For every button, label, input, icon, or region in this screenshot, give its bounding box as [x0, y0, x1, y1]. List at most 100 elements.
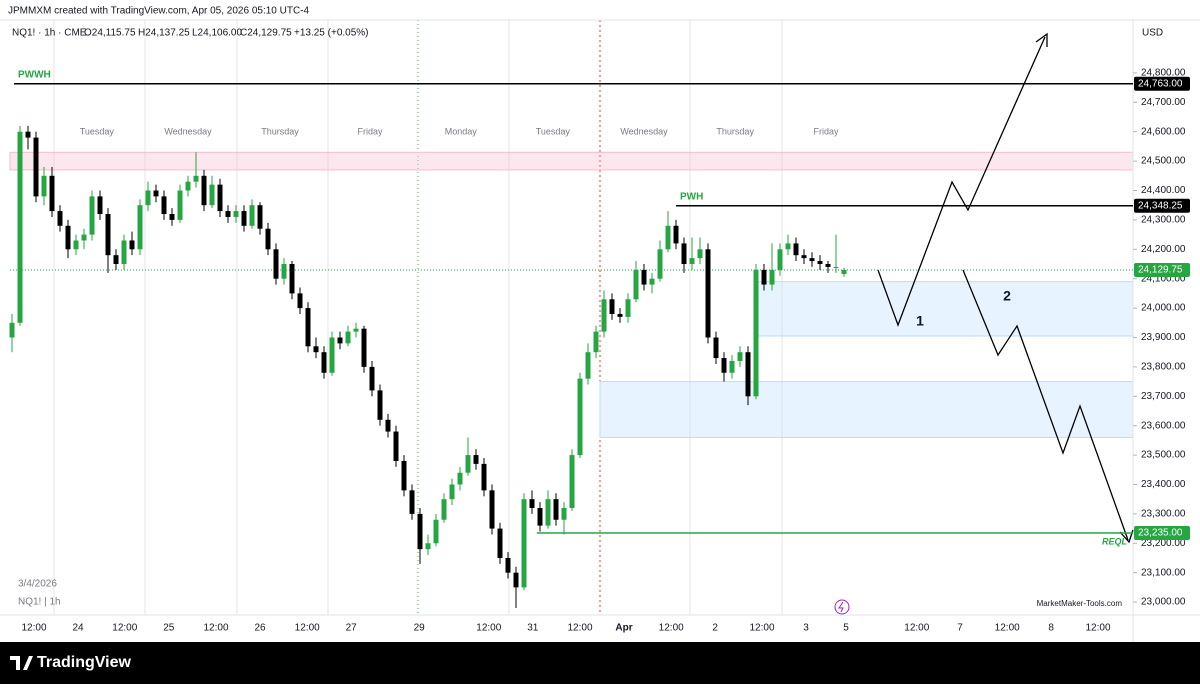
y-tick-label: 23,900.00	[1141, 332, 1186, 343]
x-tick-label: 12:00	[112, 623, 137, 634]
candle-body	[833, 266, 839, 268]
candle-body	[249, 205, 255, 226]
candle-body	[745, 352, 751, 397]
candle-body	[697, 249, 703, 259]
candle-body	[809, 258, 815, 262]
candle-body	[737, 352, 743, 362]
candle-body	[769, 269, 775, 285]
candle-body	[225, 211, 231, 217]
date-note: 3/4/2026	[18, 579, 57, 590]
candle-body	[241, 211, 247, 226]
y-tick-label: 24,700.00	[1141, 97, 1186, 108]
candle-body	[257, 205, 263, 229]
day-label: Thursday	[261, 126, 299, 136]
candle-body	[57, 211, 63, 226]
candle-body	[385, 419, 391, 432]
candle-body	[177, 190, 183, 220]
candle-body	[601, 299, 607, 332]
candle-body	[577, 378, 583, 456]
arrow-head	[1119, 529, 1134, 544]
candle-body	[169, 214, 175, 220]
price-badge-label: 24,129.75	[1138, 265, 1183, 276]
y-tick-label: 24,100.00	[1141, 273, 1186, 284]
y-tick-label: 24,000.00	[1141, 303, 1186, 314]
legend-change: +13.25 (+0.05%)	[294, 28, 369, 39]
y-tick-label: 24,800.00	[1141, 68, 1186, 79]
y-tick-label: 23,200.00	[1141, 538, 1186, 549]
candle-body	[505, 557, 511, 573]
symbol: NQ1! · 1h · CME	[12, 28, 87, 39]
candle-body	[649, 278, 655, 285]
watermark: MarketMaker-Tools.com	[1037, 599, 1123, 608]
y-tick-label: 23,300.00	[1141, 509, 1186, 520]
candle-body	[801, 255, 807, 259]
candle-body	[401, 460, 407, 491]
interval-note: NQ1! | 1h	[18, 597, 61, 608]
y-tick-label: 23,700.00	[1141, 391, 1186, 402]
day-label: Wednesday	[164, 126, 212, 136]
price-badge-label: 24,348.25	[1138, 200, 1183, 211]
candle-body	[777, 249, 783, 270]
candle-body	[209, 184, 215, 206]
y-tick-label: 24,500.00	[1141, 156, 1186, 167]
x-tick-label: 12:00	[295, 623, 320, 634]
level-label: PWWH	[18, 69, 51, 80]
candle-body	[657, 249, 663, 279]
candle-body	[689, 258, 695, 264]
candle-body	[705, 249, 711, 338]
x-tick-label: 12:00	[995, 623, 1020, 634]
candle-body	[41, 175, 47, 197]
x-tick-label: 12:00	[659, 623, 684, 634]
x-tick-label: 31	[527, 623, 539, 634]
x-tick-label: 7	[957, 623, 963, 634]
candle-body	[633, 269, 639, 300]
annotation: 1	[916, 313, 924, 329]
candle-body	[193, 175, 199, 182]
candle-body	[297, 293, 303, 309]
legend-close: C24,129.75	[240, 28, 292, 39]
candle-body	[793, 243, 799, 256]
candle-body	[73, 240, 79, 250]
candle-body	[457, 472, 463, 485]
x-tick-label: 2	[712, 623, 718, 634]
candle-body	[817, 261, 823, 264]
candle-body	[161, 196, 167, 215]
candle-body	[569, 455, 575, 508]
candle-body	[121, 240, 127, 264]
credit: JPMMXM created with TradingView.com, Apr…	[8, 6, 310, 17]
x-tick-label: 12:00	[749, 623, 774, 634]
candle-body	[841, 269, 847, 275]
zone	[599, 381, 1134, 438]
event-icon[interactable]	[834, 599, 850, 615]
candle-body	[201, 175, 207, 206]
arrow-head	[1035, 32, 1048, 47]
candle-body	[281, 263, 287, 279]
x-tick-label: 12:00	[476, 623, 501, 634]
y-tick-label: 23,500.00	[1141, 450, 1186, 461]
y-tick-label: 23,800.00	[1141, 362, 1186, 373]
candle-body	[721, 358, 727, 373]
candle-body	[305, 308, 311, 347]
day-label: Tuesday	[536, 126, 571, 136]
path-1	[877, 36, 1046, 327]
x-tick-label: 3	[803, 623, 809, 634]
candle-body	[97, 196, 103, 215]
price-badge	[1134, 262, 1190, 277]
candle-body	[145, 190, 151, 206]
candle-body	[561, 507, 567, 520]
price-badge-label: 24,763.00	[1138, 78, 1183, 89]
candle-body	[185, 181, 191, 191]
x-tick-label: 5	[843, 623, 849, 634]
candle-body	[497, 528, 503, 558]
candle-body	[313, 346, 319, 353]
x-tick-label: 12:00	[567, 623, 592, 634]
candle-body	[81, 234, 87, 241]
zone	[755, 281, 1134, 337]
level-label: REQL	[1102, 536, 1127, 546]
y-tick-label: 24,600.00	[1141, 126, 1186, 137]
y-tick-label: 24,200.00	[1141, 244, 1186, 255]
candle-body	[329, 337, 335, 373]
x-tick-label: Apr	[615, 623, 632, 634]
candle-body	[729, 361, 735, 373]
